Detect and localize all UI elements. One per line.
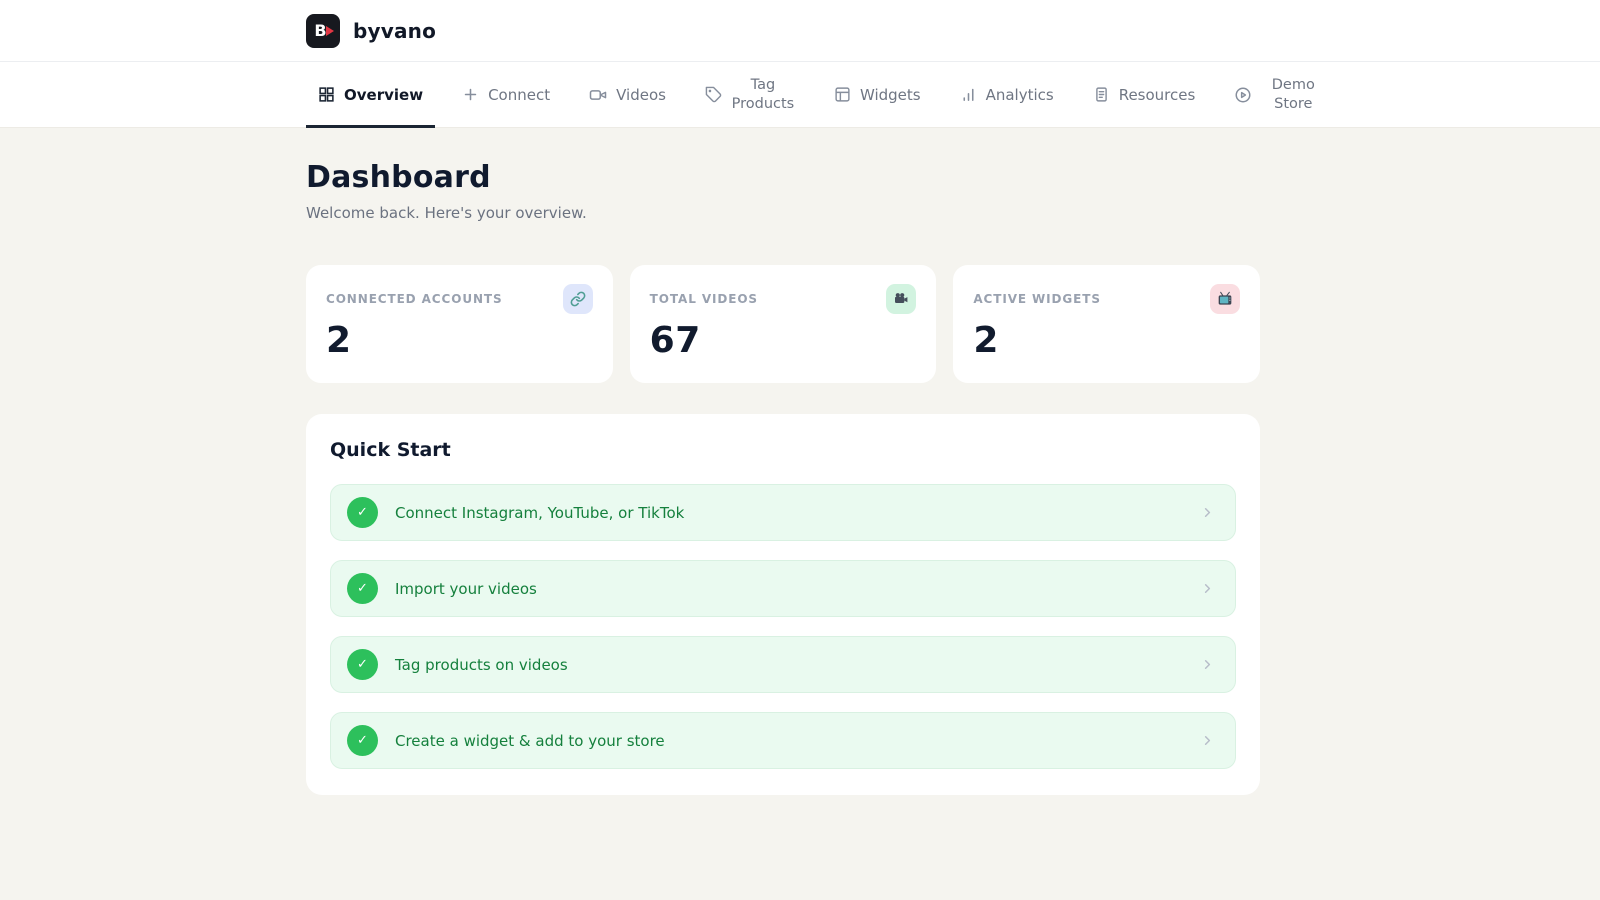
tab-label: Widgets	[859, 85, 921, 104]
quickstart-item-label: Connect Instagram, YouTube, or TikTok	[395, 503, 685, 522]
layout-icon	[834, 86, 851, 103]
document-icon	[1093, 86, 1110, 103]
chevron-right-icon	[1200, 733, 1215, 748]
tag-icon	[705, 86, 722, 103]
quickstart-item-create-widget[interactable]: ✓ Create a widget & add to your store	[330, 712, 1236, 769]
check-icon: ✓	[347, 649, 378, 680]
tab-label: Videos	[616, 85, 666, 104]
stat-card-total-videos: TOTAL VIDEOS 67	[629, 265, 937, 383]
movie-camera-icon	[886, 284, 917, 314]
stat-label: ACTIVE WIDGETS	[973, 292, 1101, 306]
main-content: Dashboard Welcome back. Here's your over…	[306, 128, 1261, 795]
play-circle-icon	[1234, 86, 1252, 104]
quickstart-item-connect-accounts[interactable]: ✓ Connect Instagram, YouTube, or TikTok	[330, 484, 1236, 541]
quickstart-item-label: Tag products on videos	[395, 655, 568, 674]
quickstart-item-tag-products[interactable]: ✓ Tag products on videos	[330, 636, 1236, 693]
chevron-right-icon	[1200, 581, 1215, 596]
page-subtitle: Welcome back. Here's your overview.	[306, 204, 587, 222]
app-header: B byvano	[0, 0, 1600, 62]
brand-logo-letter: B	[314, 21, 327, 40]
stats-row: CONNECTED ACCOUNTS 2 TOTAL VIDEOS 67 ACT…	[306, 265, 1261, 383]
tab-analytics[interactable]: Analytics	[948, 62, 1066, 127]
plus-icon	[462, 86, 479, 103]
tab-resources[interactable]: Resources	[1081, 62, 1208, 127]
play-triangle-icon	[326, 25, 334, 36]
chevron-right-icon	[1200, 657, 1215, 672]
stat-label: TOTAL VIDEOS	[649, 292, 758, 306]
video-icon	[589, 86, 607, 104]
quickstart-item-label: Create a widget & add to your store	[395, 731, 665, 750]
link-icon	[562, 284, 593, 314]
tab-widgets[interactable]: Widgets	[822, 62, 933, 127]
page-title: Dashboard	[306, 160, 491, 195]
quickstart-item-label: Import your videos	[395, 579, 537, 598]
stat-card-active-widgets: ACTIVE WIDGETS 2	[953, 265, 1261, 383]
tv-icon	[1210, 284, 1241, 314]
quick-start-panel: Quick Start ✓ Connect Instagram, YouTube…	[306, 414, 1260, 795]
tab-label: Tag Products	[731, 76, 795, 112]
bar-chart-icon	[960, 86, 977, 103]
tab-tag-products[interactable]: Tag Products	[693, 62, 807, 127]
tab-label: Resources	[1118, 85, 1196, 104]
tab-label: Connect	[488, 85, 551, 104]
tab-demo-store[interactable]: Demo Store	[1222, 62, 1337, 127]
stat-value: 2	[973, 320, 999, 361]
tab-label: Analytics	[985, 85, 1054, 104]
tab-label: Demo Store	[1271, 76, 1315, 112]
stat-value: 2	[326, 320, 352, 361]
brand-logo[interactable]: B	[306, 13, 340, 48]
tab-videos[interactable]: Videos	[577, 62, 678, 127]
stat-label: CONNECTED ACCOUNTS	[326, 292, 503, 306]
quickstart-item-import-videos[interactable]: ✓ Import your videos	[330, 560, 1236, 617]
quick-start-title: Quick Start	[330, 439, 451, 461]
stat-card-connected-accounts: CONNECTED ACCOUNTS 2	[306, 265, 613, 383]
tab-label: Overview	[344, 85, 424, 104]
check-icon: ✓	[347, 725, 378, 756]
tab-connect[interactable]: Connect	[450, 62, 562, 127]
stat-value: 67	[649, 320, 701, 361]
quick-start-list: ✓ Connect Instagram, YouTube, or TikTok …	[330, 484, 1236, 769]
chevron-right-icon	[1200, 505, 1215, 520]
primary-nav: Overview Connect Videos Tag Products Wid	[0, 62, 1600, 128]
check-icon: ✓	[347, 573, 378, 604]
brand-name: byvano	[353, 18, 437, 43]
grid-icon	[318, 86, 335, 103]
tab-overview[interactable]: Overview	[306, 62, 436, 128]
check-icon: ✓	[347, 497, 378, 528]
